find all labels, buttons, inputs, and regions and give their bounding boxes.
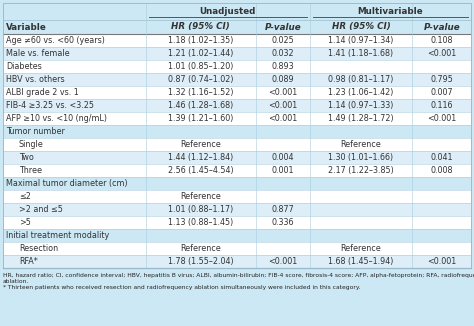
Bar xyxy=(3,216,471,229)
Text: 2.56 (1.45–4.54): 2.56 (1.45–4.54) xyxy=(168,166,234,175)
Text: Two: Two xyxy=(19,153,34,162)
Text: 1.13 (0.88–1.45): 1.13 (0.88–1.45) xyxy=(168,218,233,227)
Text: 1.23 (1.06–1.42): 1.23 (1.06–1.42) xyxy=(328,88,394,97)
Text: Single: Single xyxy=(19,140,44,149)
Bar xyxy=(3,73,471,86)
Bar xyxy=(3,20,471,34)
Text: <0.001: <0.001 xyxy=(427,114,456,123)
Bar xyxy=(3,138,471,151)
Text: 1.14 (0.97–1.34): 1.14 (0.97–1.34) xyxy=(328,36,394,45)
Text: Male vs. female: Male vs. female xyxy=(6,49,70,58)
Text: Age ≠60 vs. <60 (years): Age ≠60 vs. <60 (years) xyxy=(6,36,105,45)
Text: 1.32 (1.16–1.52): 1.32 (1.16–1.52) xyxy=(168,88,234,97)
Text: 0.116: 0.116 xyxy=(430,101,453,110)
Text: 1.01 (0.85–1.20): 1.01 (0.85–1.20) xyxy=(168,62,233,71)
Text: >2 and ≤5: >2 and ≤5 xyxy=(19,205,63,214)
Text: Reference: Reference xyxy=(180,192,221,201)
Text: HBV vs. others: HBV vs. others xyxy=(6,75,64,84)
Text: >5: >5 xyxy=(19,218,31,227)
Text: <0.001: <0.001 xyxy=(268,114,297,123)
Text: <0.001: <0.001 xyxy=(268,257,297,266)
Text: 1.68 (1.45–1.94): 1.68 (1.45–1.94) xyxy=(328,257,394,266)
Text: 1.44 (1.12–1.84): 1.44 (1.12–1.84) xyxy=(168,153,233,162)
Bar xyxy=(3,34,471,47)
Text: 1.21 (1.02–1.44): 1.21 (1.02–1.44) xyxy=(168,49,233,58)
Text: HR (95% CI): HR (95% CI) xyxy=(332,22,391,32)
Text: P-value: P-value xyxy=(423,22,460,32)
Text: 0.108: 0.108 xyxy=(430,36,453,45)
Text: Reference: Reference xyxy=(180,140,221,149)
Text: Initial treatment modality: Initial treatment modality xyxy=(6,231,109,240)
Bar xyxy=(3,3,471,268)
Text: Unadjusted: Unadjusted xyxy=(200,7,256,16)
Text: 1.39 (1.21–1.60): 1.39 (1.21–1.60) xyxy=(168,114,233,123)
Text: <0.001: <0.001 xyxy=(268,88,297,97)
Text: 0.877: 0.877 xyxy=(271,205,294,214)
Bar xyxy=(3,164,471,177)
Bar xyxy=(3,242,471,255)
Text: 0.893: 0.893 xyxy=(271,62,294,71)
Text: 1.14 (0.97–1.33): 1.14 (0.97–1.33) xyxy=(328,101,394,110)
Text: ALBI grade 2 vs. 1: ALBI grade 2 vs. 1 xyxy=(6,88,79,97)
Text: Tumor number: Tumor number xyxy=(6,127,65,136)
Text: 1.41 (1.18–1.68): 1.41 (1.18–1.68) xyxy=(328,49,393,58)
Text: <0.001: <0.001 xyxy=(427,49,456,58)
Text: Variable: Variable xyxy=(6,22,47,32)
Text: <0.001: <0.001 xyxy=(427,257,456,266)
Text: AFP ≥10 vs. <10 (ng/mL): AFP ≥10 vs. <10 (ng/mL) xyxy=(6,114,107,123)
Text: 0.041: 0.041 xyxy=(430,153,453,162)
Text: 0.336: 0.336 xyxy=(272,218,294,227)
Text: 0.032: 0.032 xyxy=(271,49,294,58)
Text: Reference: Reference xyxy=(341,244,382,253)
Text: Maximal tumor diameter (cm): Maximal tumor diameter (cm) xyxy=(6,179,128,188)
Text: 2.17 (1.22–3.85): 2.17 (1.22–3.85) xyxy=(328,166,394,175)
Text: HR (95% CI): HR (95% CI) xyxy=(172,22,230,32)
Bar xyxy=(3,86,471,99)
Bar xyxy=(3,125,471,138)
Text: 0.98 (0.81–1.17): 0.98 (0.81–1.17) xyxy=(328,75,394,84)
Text: 0.089: 0.089 xyxy=(271,75,294,84)
Bar xyxy=(3,60,471,73)
Bar xyxy=(3,177,471,190)
Bar xyxy=(3,112,471,125)
Text: ≤2: ≤2 xyxy=(19,192,31,201)
Text: 0.795: 0.795 xyxy=(430,75,453,84)
Bar xyxy=(3,151,471,164)
Bar xyxy=(3,203,471,216)
Text: Diabetes: Diabetes xyxy=(6,62,42,71)
Text: ablation.: ablation. xyxy=(3,279,29,284)
Text: <0.001: <0.001 xyxy=(268,101,297,110)
Text: 0.001: 0.001 xyxy=(272,166,294,175)
Text: RFA*: RFA* xyxy=(19,257,38,266)
Text: 0.004: 0.004 xyxy=(272,153,294,162)
Text: 1.78 (1.55–2.04): 1.78 (1.55–2.04) xyxy=(168,257,234,266)
Text: 1.46 (1.28–1.68): 1.46 (1.28–1.68) xyxy=(168,101,233,110)
Text: 0.87 (0.74–1.02): 0.87 (0.74–1.02) xyxy=(168,75,234,84)
Text: 0.025: 0.025 xyxy=(271,36,294,45)
Text: 1.01 (0.88–1.17): 1.01 (0.88–1.17) xyxy=(168,205,233,214)
Text: Reference: Reference xyxy=(180,244,221,253)
Text: Multivariable: Multivariable xyxy=(357,7,423,16)
Text: 1.18 (1.02–1.35): 1.18 (1.02–1.35) xyxy=(168,36,233,45)
Bar xyxy=(3,99,471,112)
Text: Three: Three xyxy=(19,166,42,175)
Text: P-value: P-value xyxy=(264,22,301,32)
Text: 1.49 (1.28–1.72): 1.49 (1.28–1.72) xyxy=(328,114,394,123)
Bar xyxy=(3,255,471,268)
Text: 0.007: 0.007 xyxy=(430,88,453,97)
Bar xyxy=(3,190,471,203)
Text: * Thirteen patients who received resection and radiofrequency ablation simultane: * Thirteen patients who received resecti… xyxy=(3,285,360,290)
Text: FIB-4 ≥3.25 vs. <3.25: FIB-4 ≥3.25 vs. <3.25 xyxy=(6,101,94,110)
Text: Reference: Reference xyxy=(341,140,382,149)
Text: 1.30 (1.01–1.66): 1.30 (1.01–1.66) xyxy=(328,153,393,162)
Text: HR, hazard ratio; CI, confidence interval; HBV, hepatitis B virus; ALBI, albumin: HR, hazard ratio; CI, confidence interva… xyxy=(3,273,474,278)
Text: 0.008: 0.008 xyxy=(430,166,453,175)
Bar xyxy=(3,229,471,242)
Bar xyxy=(3,3,471,20)
Text: Resection: Resection xyxy=(19,244,58,253)
Bar xyxy=(3,47,471,60)
